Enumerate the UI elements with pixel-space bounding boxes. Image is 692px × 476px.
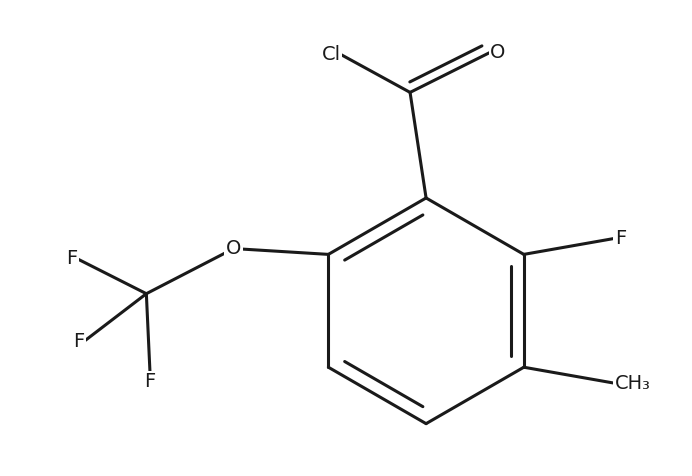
Text: Cl: Cl: [322, 45, 341, 64]
Text: F: F: [66, 249, 78, 268]
Text: O: O: [490, 43, 506, 62]
Text: F: F: [145, 372, 156, 391]
Text: O: O: [226, 239, 242, 258]
Text: CH₃: CH₃: [614, 374, 650, 393]
Text: F: F: [614, 229, 626, 248]
Text: F: F: [73, 331, 84, 350]
